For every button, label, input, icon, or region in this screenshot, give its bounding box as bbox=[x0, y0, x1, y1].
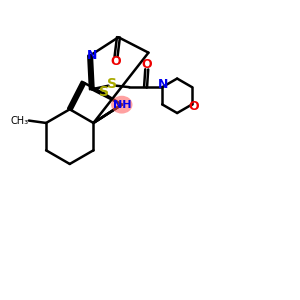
Text: N: N bbox=[86, 49, 97, 62]
Text: S: S bbox=[99, 85, 109, 99]
Text: O: O bbox=[111, 56, 122, 68]
Text: O: O bbox=[141, 58, 152, 71]
Text: S: S bbox=[107, 77, 117, 91]
Text: O: O bbox=[188, 100, 199, 113]
Text: N: N bbox=[158, 78, 168, 91]
Text: NH: NH bbox=[112, 100, 131, 110]
Text: CH₃: CH₃ bbox=[10, 116, 28, 126]
Ellipse shape bbox=[111, 96, 133, 114]
